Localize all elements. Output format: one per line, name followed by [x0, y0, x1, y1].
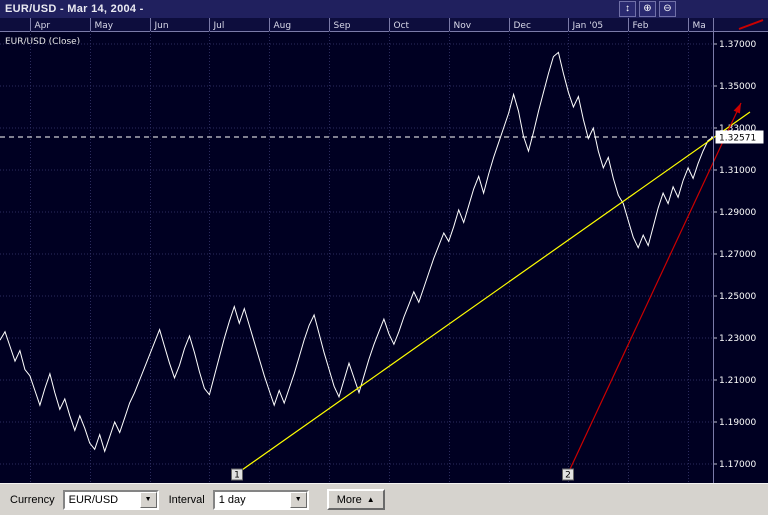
chevron-down-icon[interactable]: ▼	[139, 491, 157, 508]
y-axis-label: 1.25000	[719, 292, 756, 302]
y-axis-label: 1.21000	[719, 376, 756, 386]
zoom-in-icon[interactable]: ⊕	[639, 1, 656, 17]
interval-label: Interval	[168, 493, 205, 506]
y-axis-label: 1.23000	[719, 334, 756, 344]
y-axis-label: 1.31000	[719, 166, 756, 176]
chart-title: EUR/USD (Close)	[5, 37, 80, 47]
interval-dropdown[interactable]: 1 day ▼	[212, 489, 309, 510]
trendline-2[interactable]	[567, 102, 742, 474]
trendline-anchor-label: 1	[234, 471, 240, 481]
x-axis-label: Dec	[514, 21, 531, 31]
chevron-down-icon[interactable]: ▼	[289, 491, 307, 508]
currency-label: Currency	[10, 493, 55, 506]
x-axis-label: Jul	[213, 21, 225, 31]
bottom-toolbar: Currency EUR/USD ▼ Interval 1 day ▼ More…	[0, 483, 768, 515]
interval-value: 1 day	[214, 491, 290, 508]
x-axis-label: Jun	[154, 21, 169, 31]
corner-trendline-tool-icon[interactable]	[738, 19, 764, 30]
current-price-label-background	[715, 130, 764, 144]
title-bar: EUR/USD - Mar 14, 2004 - ↕ ⊕ ⊖	[0, 0, 768, 18]
chevron-up-icon: ▲	[366, 494, 375, 504]
trendline-anchor-2[interactable]	[562, 468, 574, 481]
y-axis-label: 1.37000	[719, 40, 756, 50]
x-axis-label: Jan '05	[572, 21, 604, 31]
trendline-1[interactable]	[236, 111, 751, 474]
y-axis-label: 1.35000	[719, 82, 756, 92]
x-axis-label: Feb	[633, 21, 649, 31]
y-axis-label: 1.33000	[719, 124, 756, 134]
x-axis-label: May	[95, 21, 114, 31]
x-axis-label: Apr	[35, 21, 51, 31]
currency-value: EUR/USD	[64, 491, 140, 508]
more-button[interactable]: More ▲	[326, 489, 385, 510]
y-axis-label: 1.19000	[719, 418, 756, 428]
trendline-arrowhead	[733, 103, 741, 114]
x-axis-label: Nov	[454, 21, 472, 31]
trendline-anchor-1[interactable]	[231, 468, 243, 481]
more-label: More	[336, 493, 362, 506]
current-price-label: 1.32571	[719, 134, 756, 144]
x-axis-label: Ma	[693, 21, 706, 31]
price-line	[0, 51, 714, 454]
y-axis-label: 1.27000	[719, 250, 756, 260]
scroll-updown-icon[interactable]: ↕	[619, 1, 636, 17]
currency-dropdown[interactable]: EUR/USD ▼	[62, 489, 159, 510]
trendline-anchor-label: 2	[565, 471, 571, 481]
zoom-out-icon[interactable]: ⊖	[659, 1, 676, 17]
y-axis-label: 1.17000	[719, 460, 756, 470]
title-icon-group: ↕ ⊕ ⊖	[619, 1, 676, 17]
month-strip-background	[0, 18, 768, 31]
x-axis-label: Oct	[394, 21, 410, 31]
y-axis-label: 1.29000	[719, 208, 756, 218]
window-title: EUR/USD - Mar 14, 2004 -	[5, 3, 144, 15]
x-axis-label: Sep	[334, 21, 351, 31]
price-chart[interactable]: EUR/USD (Close) 1.370001.350001.330001.3…	[0, 18, 768, 483]
x-axis-label: Aug	[274, 21, 292, 31]
